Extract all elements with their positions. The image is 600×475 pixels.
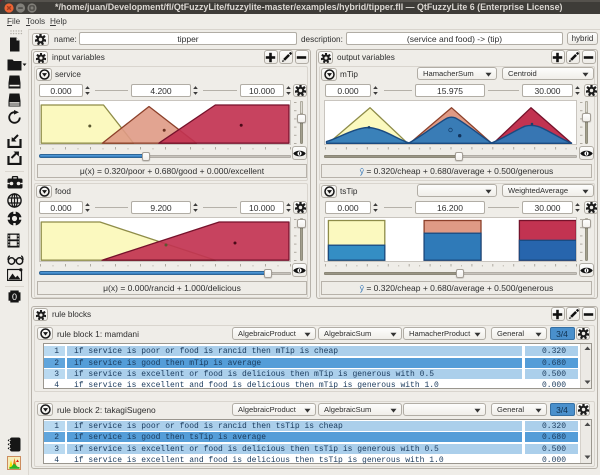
svg-text:0: 0 [12,292,17,302]
